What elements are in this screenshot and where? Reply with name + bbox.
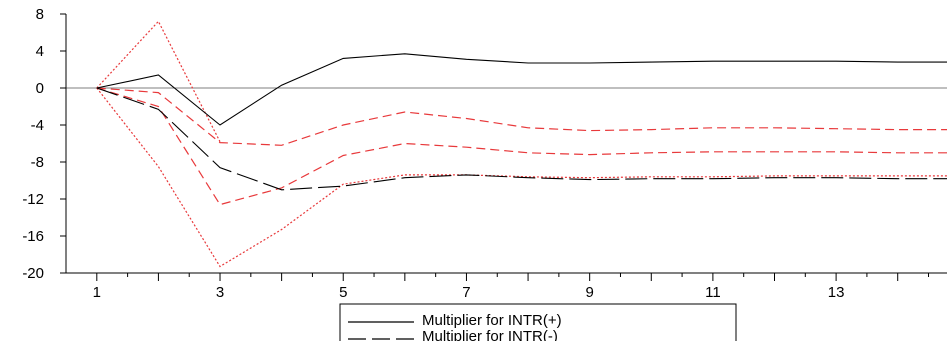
y-tick-label: -4 [31, 117, 44, 134]
series-line-5 [96, 87, 947, 268]
x-tick-label: 7 [462, 284, 470, 301]
y-tick-label: -20 [22, 265, 44, 282]
series-line-2 [96, 87, 947, 146]
y-tick-label: -12 [22, 191, 44, 208]
series-line-0 [96, 53, 947, 126]
x-tick-label: 11 [705, 284, 721, 301]
series-lines [66, 20, 947, 268]
y-tick-label: 0 [36, 80, 44, 97]
series-line-4 [96, 20, 221, 142]
y-tick-label: -16 [22, 228, 44, 245]
x-tick-label: 5 [339, 284, 347, 301]
axes [65, 14, 947, 274]
x-tick-label: 1 [93, 284, 101, 301]
ticks: 840-4-8-12-16-201 3 5 7 9 11 13 [22, 6, 930, 301]
x-tick-label: 13 [828, 284, 845, 301]
series-line-1 [96, 87, 947, 191]
legend-label-0: Multiplier for INTR(+) [422, 312, 562, 329]
legend: Multiplier for INTR(+) Multiplier for IN… [339, 303, 737, 341]
y-tick-label: -8 [31, 154, 44, 171]
x-tick-label: 3 [216, 284, 224, 301]
legend-label-1: Multiplier for INTR(-) [422, 328, 558, 341]
y-tick-label: 8 [36, 6, 44, 23]
x-tick-label: 9 [585, 284, 593, 301]
series-line-3 [96, 87, 947, 206]
y-tick-label: 4 [36, 43, 44, 60]
